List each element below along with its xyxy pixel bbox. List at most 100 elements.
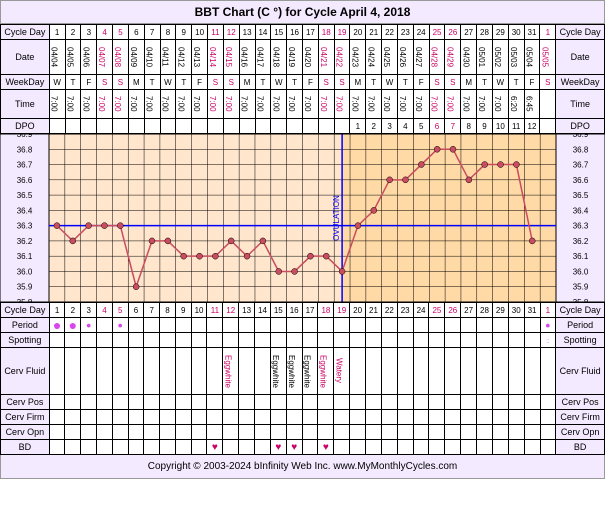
data-cell: 05/04	[524, 40, 540, 75]
data-cell	[334, 395, 350, 410]
temperature-point	[70, 238, 76, 244]
data-cell	[191, 410, 207, 425]
data-cell: S	[429, 75, 445, 90]
data-cell: 5	[112, 303, 128, 318]
data-cell	[81, 348, 97, 395]
data-cell	[223, 119, 239, 134]
data-cell: 24	[413, 25, 429, 40]
row-label: Spotting	[1, 333, 50, 348]
data-cell	[81, 410, 97, 425]
data-cell: •	[81, 318, 97, 333]
temperature-point	[212, 253, 218, 259]
data-cell	[350, 318, 366, 333]
row-label: Cerv Firm	[556, 410, 605, 425]
data-cell: 13	[239, 25, 255, 40]
row-label: Date	[1, 40, 50, 75]
data-cell	[65, 119, 81, 134]
data-cell	[350, 333, 366, 348]
data-cell: 7:00	[350, 90, 366, 119]
temperature-point	[307, 253, 313, 259]
data-cell: 19	[334, 25, 350, 40]
temperature-point	[323, 253, 329, 259]
temperature-point	[292, 268, 298, 274]
data-cell	[318, 395, 334, 410]
temperature-point	[371, 207, 377, 213]
data-cell	[461, 440, 477, 455]
data-cell: S	[318, 75, 334, 90]
data-cell	[160, 119, 176, 134]
data-cell: 7:00	[255, 90, 271, 119]
data-cell	[524, 318, 540, 333]
data-cell: •	[540, 318, 556, 333]
data-cell: F	[81, 75, 97, 90]
data-cell	[255, 440, 271, 455]
data-cell: 24	[413, 303, 429, 318]
data-cell	[144, 440, 160, 455]
data-cell	[223, 440, 239, 455]
data-cell	[540, 425, 556, 440]
data-cell	[508, 425, 524, 440]
data-cell	[270, 333, 286, 348]
data-cell	[65, 440, 81, 455]
data-cell	[128, 119, 144, 134]
data-cell: F	[524, 75, 540, 90]
data-cell	[239, 333, 255, 348]
data-cell	[477, 425, 493, 440]
data-cell: Eggwhite	[302, 348, 318, 395]
data-cell: 04/14	[208, 40, 224, 75]
data-cell	[445, 395, 461, 410]
data-cell: 12	[524, 119, 540, 134]
data-cell	[239, 348, 255, 395]
data-cell	[492, 348, 508, 395]
temperature-point	[165, 238, 171, 244]
data-cell	[429, 395, 445, 410]
data-cell: 7:00	[445, 90, 461, 119]
data-cell	[255, 318, 271, 333]
data-cell: 26	[445, 303, 461, 318]
data-cell: 22	[382, 25, 398, 40]
data-cell	[413, 410, 429, 425]
data-cell	[286, 333, 302, 348]
data-cell	[397, 333, 413, 348]
data-cell: 7:00	[366, 90, 382, 119]
data-cell	[81, 425, 97, 440]
data-cell: 21	[366, 25, 382, 40]
data-cell: S	[540, 75, 556, 90]
data-cell	[191, 395, 207, 410]
data-cell	[381, 348, 397, 395]
data-cell	[128, 440, 144, 455]
data-cell: 8	[461, 119, 477, 134]
data-cell	[397, 440, 413, 455]
data-cell: 7:00	[318, 90, 334, 119]
data-cell: M	[350, 75, 366, 90]
data-cell: 7:00	[382, 90, 398, 119]
data-cell	[302, 410, 318, 425]
data-cell: 27	[461, 303, 477, 318]
data-cell: ♥	[318, 440, 334, 455]
data-cell: 7:00	[429, 90, 445, 119]
data-cell: 7	[144, 303, 160, 318]
data-cell	[144, 348, 160, 395]
data-cell: 04/16	[239, 40, 255, 75]
data-cell: 05/02	[492, 40, 508, 75]
y-tick-label: 36.8	[573, 145, 589, 154]
data-cell	[302, 395, 318, 410]
data-cell	[445, 425, 461, 440]
data-cell: 27	[461, 25, 477, 40]
temperature-point	[402, 177, 408, 183]
data-cell	[270, 410, 286, 425]
data-cell	[413, 440, 429, 455]
data-cell: S	[445, 75, 461, 90]
row-label: Cycle Day	[556, 25, 605, 40]
data-cell: •	[112, 318, 128, 333]
data-cell	[508, 318, 524, 333]
temperature-point	[117, 223, 123, 229]
ovulation-label: OVULATION	[332, 195, 341, 241]
data-cell: T	[508, 75, 524, 90]
data-cell	[461, 348, 477, 395]
data-cell	[492, 318, 508, 333]
data-cell: 04/29	[445, 40, 461, 75]
data-cell: Eggwhite	[286, 348, 302, 395]
row-label: BD	[556, 440, 605, 455]
data-cell	[144, 119, 160, 134]
